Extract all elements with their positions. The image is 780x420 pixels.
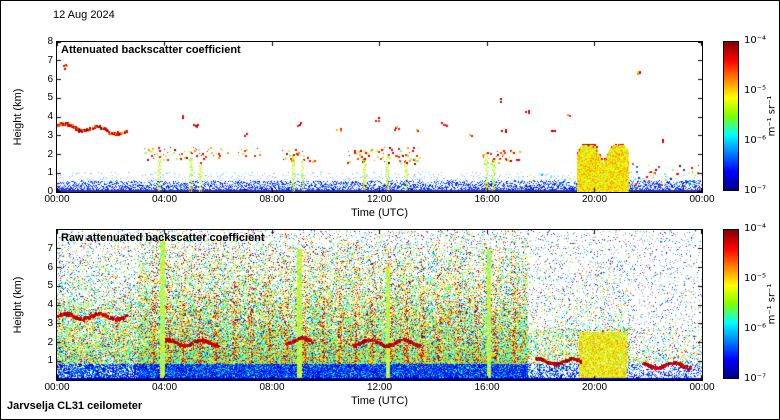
panel-attenuated-backscatter: Attenuated backscatter coefficient Heigh…: [12, 36, 715, 219]
y-tick-label: 1: [47, 167, 53, 179]
y-tick-label: 8: [47, 36, 53, 47]
y-tick-label: 2: [47, 148, 53, 160]
y-tick-label: 0: [47, 186, 53, 197]
x-tick-label: 08:00: [259, 382, 285, 393]
x-tick-label: 16:00: [474, 194, 500, 205]
date-label: 12 Aug 2024: [53, 9, 115, 21]
y-tick-label: 3: [47, 129, 53, 141]
y-tick-label: 1: [47, 355, 53, 367]
y-tick-label: 5: [47, 92, 53, 104]
x-axis-label: Time (UTC): [350, 207, 409, 219]
colorbar-tick-label: 10⁻⁵: [744, 273, 767, 284]
x-tick-label: 04:00: [151, 194, 178, 205]
colorbar-tick-label: 10⁻⁶: [744, 323, 767, 334]
panel-title-raw: Raw attenuated backscatter coefficient: [61, 232, 265, 244]
x-tick-label: 00:00: [689, 194, 715, 205]
colorbar-tick-label: 10⁻⁴: [744, 223, 767, 234]
x-tick-label: 12:00: [366, 382, 393, 393]
colorbar-tick-label: 10⁻⁷: [744, 373, 767, 384]
heatmap-canvas-raw: [57, 230, 702, 380]
y-tick-label: 4: [47, 111, 53, 122]
colorbar-tick-label: 10⁻⁷: [744, 185, 767, 196]
x-tick-label: 16:00: [474, 382, 500, 393]
colorbar-gradient: [723, 229, 739, 379]
x-tick-label: 08:00: [259, 194, 285, 205]
y-tick-label: 6: [47, 261, 53, 273]
colorbar-tick-label: 10⁻⁴: [744, 35, 767, 46]
y-axis-label: Height (km): [12, 276, 24, 334]
instrument-label: Jarvselja CL31 ceilometer: [7, 400, 143, 412]
x-tick-label: 00:00: [44, 382, 70, 393]
y-tick-label: 3: [47, 317, 53, 329]
panel-title-processed: Attenuated backscatter coefficient: [61, 44, 241, 56]
colorbar-units-label: m⁻¹ sr⁻¹: [766, 95, 778, 137]
y-tick-label: 7: [47, 242, 53, 254]
x-tick-label: 04:00: [151, 382, 178, 393]
heatmap-canvas-processed: [57, 42, 702, 192]
colorbar-gradient: [723, 41, 739, 191]
x-tick-label: 20:00: [581, 382, 608, 393]
colorbar-units-label: m⁻¹ sr⁻¹: [766, 283, 778, 325]
colorbar-raw: 10⁻⁴ 10⁻⁵ 10⁻⁶ 10⁻⁷ m⁻¹ sr⁻¹: [723, 223, 779, 384]
colorbar-tick-label: 10⁻⁶: [744, 135, 767, 146]
y-tick-label: 4: [47, 299, 53, 310]
y-tick-label: 5: [47, 280, 53, 292]
x-tick-label: 00:00: [44, 194, 70, 205]
y-tick-label: 7: [47, 54, 53, 66]
colorbar-processed: 10⁻⁴ 10⁻⁵ 10⁻⁶ 10⁻⁷ m⁻¹ sr⁻¹: [723, 35, 779, 196]
y-tick-label: 6: [47, 73, 53, 85]
x-tick-label: 20:00: [581, 194, 608, 205]
colorbar-tick-label: 10⁻⁵: [744, 85, 767, 96]
x-tick-label: 12:00: [366, 194, 393, 205]
y-tick-label: 2: [47, 336, 53, 348]
x-axis-label: Time (UTC): [350, 395, 409, 407]
x-tick-label: 00:00: [689, 382, 715, 393]
y-axis-label: Height (km): [12, 88, 24, 146]
panel-raw-backscatter: Raw attenuated backscatter coefficient H…: [12, 229, 715, 407]
